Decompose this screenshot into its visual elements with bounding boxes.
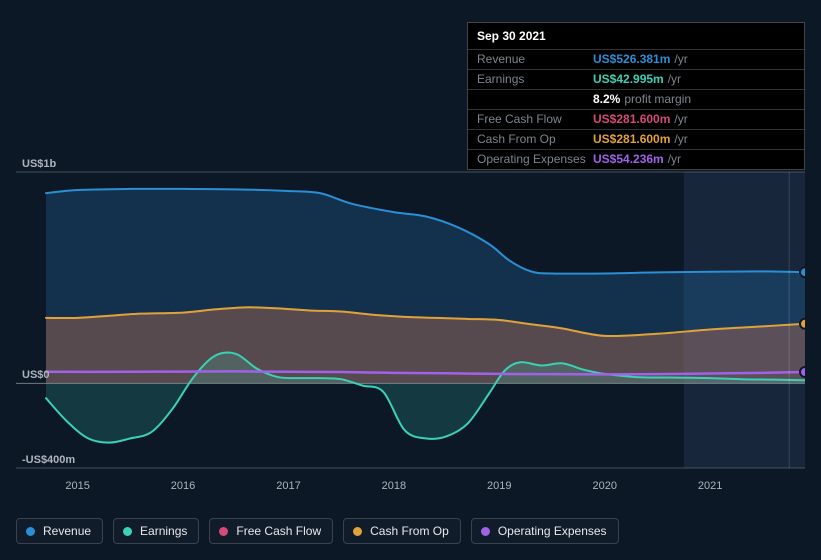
legend-item-cash-from-op[interactable]: Cash From Op <box>343 518 461 544</box>
tooltip-row-unit: /yr <box>674 52 687 66</box>
x-axis-tick-label: 2017 <box>276 480 300 492</box>
tooltip-row-value: US$526.381m <box>593 52 670 66</box>
legend-label: Earnings <box>140 524 187 538</box>
tooltip-row-label: Cash From Op <box>477 132 593 146</box>
y-axis-tick-label: US$1b <box>22 158 56 170</box>
legend-label: Revenue <box>43 524 91 538</box>
x-axis-tick-label: 2018 <box>382 480 406 492</box>
legend-label: Cash From Op <box>370 524 449 538</box>
legend-marker-icon <box>26 527 35 536</box>
tooltip-row-unit: profit margin <box>624 92 691 106</box>
tooltip-row-label: Earnings <box>477 72 593 86</box>
tooltip-row: 8.2% profit margin <box>468 89 804 109</box>
tooltip-row: Operating ExpensesUS$54.236m/yr <box>468 149 804 169</box>
legend-item-free-cash-flow[interactable]: Free Cash Flow <box>209 518 333 544</box>
legend-item-revenue[interactable]: Revenue <box>16 518 103 544</box>
tooltip-row-unit: /yr <box>668 72 681 86</box>
tooltip-row-value: US$42.995m <box>593 72 664 86</box>
tooltip-row: RevenueUS$526.381m/yr <box>468 49 804 69</box>
data-tooltip: Sep 30 2021 RevenueUS$526.381m/yrEarning… <box>467 22 805 170</box>
legend-marker-icon <box>219 527 228 536</box>
x-axis-tick-label: 2015 <box>65 480 89 492</box>
earnings-chart: US$1b US$0 -US$400m 2015 2016 2017 2018 2019 20… <box>16 158 805 493</box>
tooltip-row-unit: /yr <box>674 132 687 146</box>
tooltip-row-unit: /yr <box>668 152 681 166</box>
legend-label: Operating Expenses <box>498 524 607 538</box>
tooltip-row-value: 8.2% <box>593 92 620 106</box>
tooltip-row-value: US$281.600m <box>593 132 670 146</box>
tooltip-row-value: US$54.236m <box>593 152 664 166</box>
tooltip-row: Free Cash FlowUS$281.600m/yr <box>468 109 804 129</box>
legend-item-operating-expenses[interactable]: Operating Expenses <box>471 518 619 544</box>
legend-label: Free Cash Flow <box>236 524 321 538</box>
tooltip-row-label: Free Cash Flow <box>477 112 593 126</box>
chart-legend: Revenue Earnings Free Cash Flow Cash From O… <box>16 518 619 544</box>
tooltip-row-unit: /yr <box>674 112 687 126</box>
x-axis-tick-label: 2016 <box>171 480 195 492</box>
legend-marker-icon <box>353 527 362 536</box>
tooltip-date: Sep 30 2021 <box>468 23 804 49</box>
y-axis-tick-label: -US$400m <box>22 454 75 466</box>
legend-marker-icon <box>123 527 132 536</box>
legend-marker-icon <box>481 527 490 536</box>
x-axis-tick-label: 2019 <box>487 480 511 492</box>
tooltip-row-label: Revenue <box>477 52 593 66</box>
legend-item-earnings[interactable]: Earnings <box>113 518 199 544</box>
tooltip-row: EarningsUS$42.995m/yr <box>468 69 804 89</box>
y-axis-tick-label: US$0 <box>22 369 50 381</box>
tooltip-row: Cash From OpUS$281.600m/yr <box>468 129 804 149</box>
tooltip-row-value: US$281.600m <box>593 112 670 126</box>
x-axis-tick-label: 2020 <box>592 480 616 492</box>
tooltip-row-label: Operating Expenses <box>477 152 593 166</box>
x-axis-tick-label: 2021 <box>698 480 722 492</box>
